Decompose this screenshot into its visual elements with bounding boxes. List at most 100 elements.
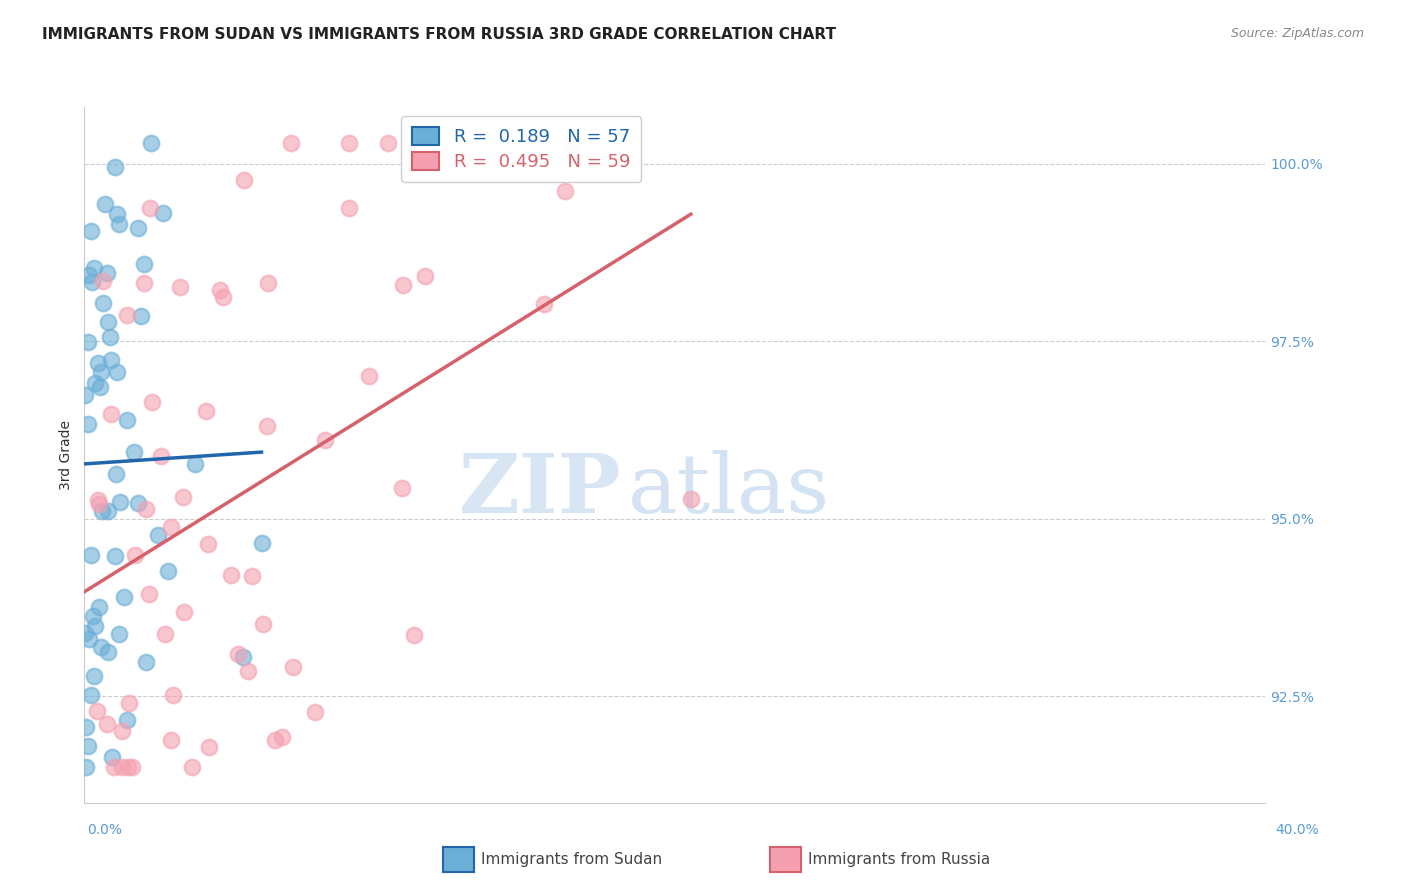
Point [139,201,162,215]
Point [157,564,180,578]
Text: ZIP: ZIP [460,450,621,530]
Point [76,335,98,350]
Point [100,749,122,764]
Point [121,760,143,774]
Point [83,668,105,682]
Point [160,520,183,534]
Point [118,696,141,710]
Point [77,739,100,754]
Text: Source: ZipAtlas.com: Source: ZipAtlas.com [1230,27,1364,40]
Point [75,626,97,640]
Point [391,278,413,293]
Point [377,136,399,150]
Point [135,656,157,670]
Point [232,649,254,664]
Point [162,688,184,702]
Point [103,760,125,774]
Point [226,647,249,661]
Point [314,433,336,447]
Point [112,591,135,605]
Point [271,731,294,745]
Point [87,356,110,370]
Point [198,739,221,754]
Point [80,548,103,562]
Text: Immigrants from Sudan: Immigrants from Sudan [481,853,662,867]
Point [83,260,105,275]
Point [115,308,138,322]
Point [86,704,108,718]
Point [115,713,138,727]
Point [211,290,233,304]
Point [117,760,139,774]
Text: 40.0%: 40.0% [1275,823,1319,837]
Point [138,587,160,601]
Point [172,490,194,504]
Point [132,277,155,291]
Point [256,418,278,433]
Point [122,445,145,459]
Point [87,599,110,614]
Point [107,217,129,231]
Point [533,297,555,311]
Point [91,296,114,310]
Point [90,640,112,654]
Point [554,185,576,199]
Point [153,627,176,641]
Point [97,504,120,518]
Point [100,407,122,421]
Point [149,450,172,464]
Point [337,136,360,150]
Point [105,467,128,481]
Point [304,705,326,719]
Point [97,315,120,329]
Point [391,481,413,495]
Point [141,395,163,409]
Point [91,274,114,288]
Point [160,733,183,747]
Point [89,498,111,512]
Point [107,627,129,641]
Point [97,645,120,659]
Point [337,201,360,215]
Point [111,760,134,774]
Point [104,160,127,174]
Point [208,283,231,297]
Point [75,760,97,774]
Text: atlas: atlas [627,450,830,530]
Point [233,173,256,187]
Point [679,491,702,506]
Point [180,760,202,774]
Point [240,569,263,583]
Point [75,388,97,402]
Point [561,136,583,150]
Point [250,536,273,550]
Point [89,380,111,394]
Y-axis label: 3rd Grade: 3rd Grade [59,420,73,490]
Text: Immigrants from Russia: Immigrants from Russia [808,853,991,867]
Point [75,721,97,735]
Point [82,275,104,289]
Point [139,136,162,150]
Point [195,404,218,418]
Point [115,412,138,426]
Point [283,659,305,673]
Point [127,221,149,235]
Point [108,495,131,509]
Point [357,368,380,383]
Point [127,496,149,510]
Point [83,619,105,633]
Point [80,689,103,703]
Point [77,632,100,647]
Point [105,207,128,221]
Point [146,528,169,542]
Point [134,257,156,271]
Point [257,276,280,290]
Point [93,196,115,211]
Point [252,616,274,631]
Point [173,606,195,620]
Point [169,280,191,294]
Point [105,365,128,379]
Point [404,628,426,642]
Point [238,664,260,678]
Point [91,503,114,517]
